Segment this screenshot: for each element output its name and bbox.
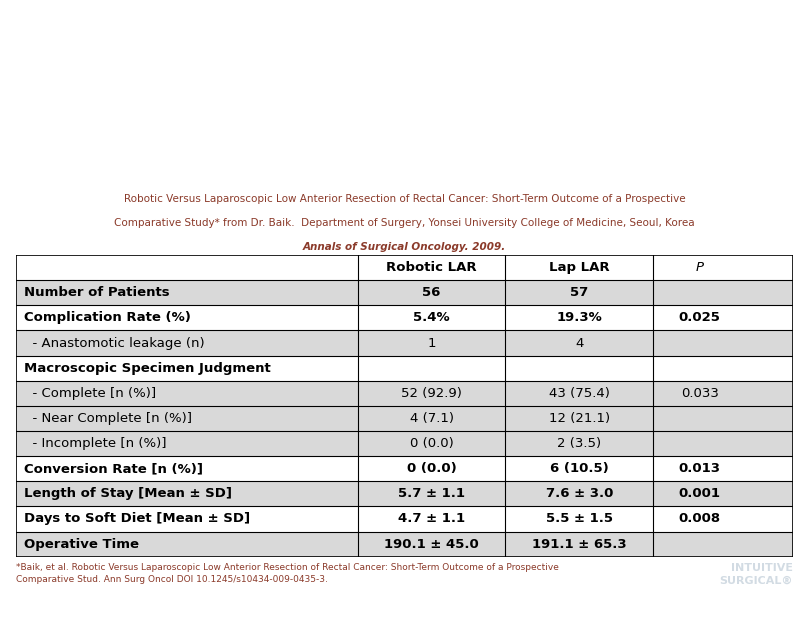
FancyBboxPatch shape <box>16 280 793 305</box>
Text: Improves Resection: Improves Resection <box>20 103 359 132</box>
Text: Conversion Rate [n (%)]: Conversion Rate [n (%)] <box>24 462 203 475</box>
FancyBboxPatch shape <box>16 456 793 481</box>
Text: da Vinci LAR Lowers Complications, LOS,: da Vinci LAR Lowers Complications, LOS, <box>20 40 719 70</box>
Polygon shape <box>0 167 809 185</box>
Text: Length of Stay [Mean ± SD]: Length of Stay [Mean ± SD] <box>24 488 232 500</box>
FancyBboxPatch shape <box>16 255 793 280</box>
Text: 0.001: 0.001 <box>679 488 721 500</box>
Polygon shape <box>0 156 809 183</box>
Text: Days to Soft Diet [Mean ± SD]: Days to Soft Diet [Mean ± SD] <box>24 513 250 526</box>
Text: 5.7 ± 1.1: 5.7 ± 1.1 <box>398 488 465 500</box>
Text: 0 (0.0): 0 (0.0) <box>407 462 456 475</box>
Text: - Near Complete [n (%)]: - Near Complete [n (%)] <box>24 412 192 425</box>
Text: 0.008: 0.008 <box>679 513 721 526</box>
Text: 57: 57 <box>570 286 588 299</box>
Text: Robotic LAR: Robotic LAR <box>387 261 477 274</box>
Text: 0.013: 0.013 <box>679 462 721 475</box>
Text: 19.3%: 19.3% <box>557 312 602 324</box>
FancyBboxPatch shape <box>16 330 793 356</box>
FancyBboxPatch shape <box>16 356 793 381</box>
Text: 56: 56 <box>422 286 441 299</box>
Text: 43 (75.4): 43 (75.4) <box>549 387 610 400</box>
Text: 0 (0.0): 0 (0.0) <box>410 437 454 450</box>
Text: *Baik, et al. Robotic Versus Laparoscopic Low Anterior Resection of Rectal Cance: *Baik, et al. Robotic Versus Laparoscopi… <box>16 562 559 584</box>
Text: Annals of Surgical Oncology. 2009.: Annals of Surgical Oncology. 2009. <box>303 242 506 252</box>
FancyBboxPatch shape <box>16 532 793 557</box>
Text: Number of Patients: Number of Patients <box>24 286 170 299</box>
Text: 1: 1 <box>427 337 436 350</box>
FancyBboxPatch shape <box>16 481 793 506</box>
Text: 5.4%: 5.4% <box>413 312 450 324</box>
Text: - Incomplete [n (%)]: - Incomplete [n (%)] <box>24 437 167 450</box>
Text: 0.033: 0.033 <box>680 387 718 400</box>
Text: 52 (92.9): 52 (92.9) <box>401 387 462 400</box>
Text: Comparative Study* from Dr. Baik.  Department of Surgery, Yonsei University Coll: Comparative Study* from Dr. Baik. Depart… <box>114 218 695 228</box>
Text: INTUITIVE
SURGICAL®: INTUITIVE SURGICAL® <box>719 562 793 586</box>
Text: - Complete [n (%)]: - Complete [n (%)] <box>24 387 156 400</box>
Text: 2 (3.5): 2 (3.5) <box>557 437 601 450</box>
FancyBboxPatch shape <box>16 431 793 456</box>
Text: Operative Time: Operative Time <box>24 537 139 550</box>
Text: 6 (10.5): 6 (10.5) <box>550 462 608 475</box>
Text: 0.025: 0.025 <box>679 312 721 324</box>
Text: 7.6 ± 3.0: 7.6 ± 3.0 <box>545 488 613 500</box>
Text: - Anastomotic leakage (n): - Anastomotic leakage (n) <box>24 337 205 350</box>
Text: 4 (7.1): 4 (7.1) <box>409 412 454 425</box>
Text: Robotic Versus Laparoscopic Low Anterior Resection of Rectal Cancer: Short-Term : Robotic Versus Laparoscopic Low Anterior… <box>124 194 685 204</box>
Text: 4.7 ± 1.1: 4.7 ± 1.1 <box>398 513 465 526</box>
Text: 190.1 ± 45.0: 190.1 ± 45.0 <box>384 537 479 550</box>
FancyBboxPatch shape <box>16 381 793 406</box>
Text: Lap LAR: Lap LAR <box>549 261 609 274</box>
Text: 5.5 ± 1.5: 5.5 ± 1.5 <box>546 513 612 526</box>
Text: 191.1 ± 65.3: 191.1 ± 65.3 <box>532 537 626 550</box>
FancyBboxPatch shape <box>16 406 793 431</box>
Text: 4: 4 <box>575 337 583 350</box>
FancyBboxPatch shape <box>16 506 793 532</box>
Text: P: P <box>696 261 704 274</box>
Text: Complication Rate (%): Complication Rate (%) <box>24 312 191 324</box>
FancyBboxPatch shape <box>16 305 793 330</box>
Text: Macroscopic Specimen Judgment: Macroscopic Specimen Judgment <box>24 361 271 374</box>
Text: 12 (21.1): 12 (21.1) <box>549 412 610 425</box>
